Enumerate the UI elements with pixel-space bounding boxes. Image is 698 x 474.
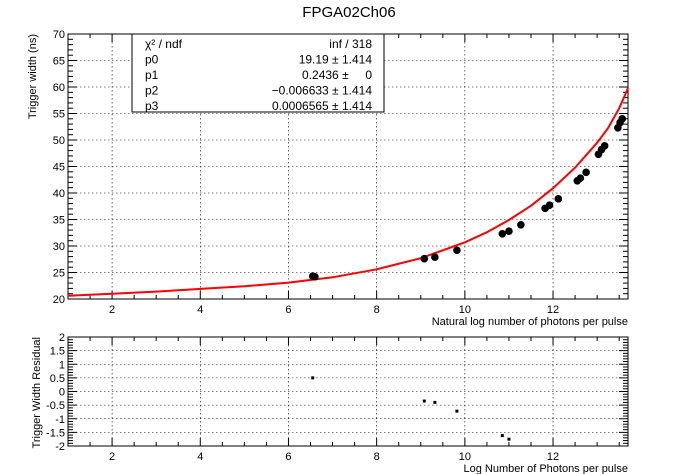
stats-value: 19.19 ± 1.414: [299, 53, 373, 67]
residual-x-tick-label: 4: [197, 451, 203, 463]
data-point: [600, 142, 609, 150]
fit-y-tick-label: 45: [53, 162, 65, 174]
data-point: [431, 253, 439, 261]
residual-point: [422, 399, 426, 403]
residual-x-axis-label: Log Number of Photons per pulse: [464, 463, 629, 474]
residual-y-tick-label: 1: [59, 359, 65, 371]
residual-point: [311, 376, 315, 380]
fit-y-tick-label: 70: [53, 29, 65, 41]
residual-point: [455, 409, 459, 413]
data-point: [554, 195, 563, 203]
chart-title: FPGA02Ch06: [302, 4, 396, 21]
residual-y-tick-label: 0.5: [50, 373, 65, 385]
residual-y-tick-label: 0: [59, 387, 65, 399]
fit-y-tick-label: 20: [53, 294, 65, 306]
stats-label: χ² / ndf: [145, 37, 183, 51]
stats-label: p1: [145, 68, 159, 82]
stats-label: p3: [145, 99, 159, 113]
data-point: [576, 174, 585, 182]
residual-x-tick-label: 6: [285, 451, 291, 463]
fit-x-tick-label: 10: [459, 304, 471, 316]
data-point: [517, 221, 525, 229]
fit-y-axis-label: Trigger width (ns): [27, 34, 39, 119]
data-point: [453, 246, 461, 255]
data-point: [420, 254, 429, 263]
residual-point: [507, 437, 511, 441]
fit-curve-line: [67, 87, 629, 297]
residual-point: [500, 434, 504, 438]
fit-y-tick-label: 30: [53, 241, 65, 253]
residual-y-tick-label: -2: [55, 441, 65, 453]
data-point: [311, 272, 319, 281]
stats-value: inf / 318: [329, 37, 372, 51]
data-point: [618, 115, 627, 123]
data-point: [582, 168, 590, 177]
residual-x-tick-label: 12: [547, 451, 559, 463]
fit-y-tick-label: 55: [53, 109, 65, 121]
data-point: [498, 230, 507, 238]
stats-value: −0.006633 ± 1.414: [272, 84, 373, 98]
residual-y-tick-label: 2: [59, 332, 65, 344]
fit-x-tick-label: 2: [109, 304, 115, 316]
fit-x-tick-label: 4: [197, 304, 203, 316]
residual-x-tick-label: 10: [459, 451, 471, 463]
fit-x-tick-label: 12: [547, 304, 559, 316]
fit-x-tick-label: 8: [374, 304, 380, 316]
stats-box: [131, 33, 385, 113]
stats-label: p0: [145, 53, 159, 67]
residual-x-tick-label: 2: [109, 451, 115, 463]
stats-label: p2: [145, 84, 159, 98]
residual-y-tick-label: 1.5: [50, 346, 65, 358]
fit-y-tick-label: 60: [53, 82, 65, 94]
residual-y-axis-label: Trigger Width Residual: [31, 337, 43, 448]
fit-y-tick-label: 65: [53, 56, 65, 68]
fit-y-tick-label: 25: [53, 268, 65, 280]
fit-x-tick-label: 6: [285, 304, 291, 316]
stats-value: 0.2436 ± 0: [302, 68, 372, 82]
fit-y-tick-label: 40: [53, 188, 65, 200]
residual-point: [433, 400, 437, 404]
residual-y-tick-label: -0.5: [46, 400, 65, 412]
residual-x-tick-label: 8: [374, 451, 380, 463]
fit-x-axis-label: Natural log number of photons per pulse: [432, 316, 628, 328]
data-point: [545, 201, 554, 209]
fit-y-tick-label: 35: [53, 215, 65, 227]
residual-y-tick-label: -1: [55, 414, 65, 426]
stats-value: 0.0006565 ± 1.414: [272, 99, 372, 113]
data-point: [505, 227, 513, 235]
fit-y-tick-label: 50: [53, 135, 65, 147]
residual-y-tick-label: -1.5: [46, 427, 65, 439]
